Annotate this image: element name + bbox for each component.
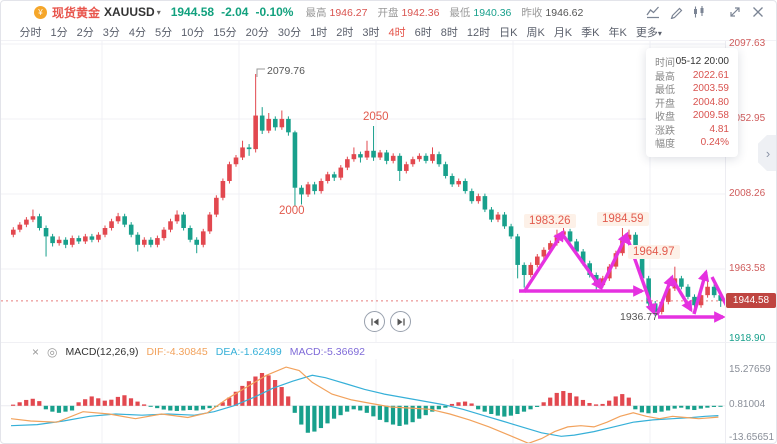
symbol-name: 现货黄金 [52, 5, 101, 20]
macd-histogram [11, 372, 723, 433]
header: ¥ 现货黄金 XAUUSD ▾ 1944.58 -2.04 -0.10% 最高 1… [1, 1, 776, 23]
quote: 1944.58 -2.04 -0.10% [171, 5, 294, 19]
macd-chart[interactable] [1, 359, 725, 444]
symbol-code[interactable]: XAUUSD [104, 5, 155, 19]
macd-indicator-name: MACD(12,26,9) [65, 346, 139, 358]
timeframe-4时[interactable]: 4时 [388, 26, 406, 39]
chevron-right-icon: › [765, 145, 771, 161]
macd-axis-label: 15.27659 [729, 364, 771, 375]
price-axis-label: 2052.95 [729, 113, 766, 124]
high-pointer-mark [256, 68, 265, 77]
stat-最高: 最高 1946.27 [305, 6, 368, 19]
fullscreen-icon[interactable] [728, 5, 742, 19]
chart-annotation-label: 2000 [279, 205, 305, 217]
timeframe-季K[interactable]: 季K [581, 26, 600, 39]
gridlines [1, 41, 725, 342]
stat-昨收: 昨收 1946.62 [521, 6, 584, 19]
chart-annotation-label: 2079.76 [267, 65, 305, 77]
macd-axis-label: -13.65651 [729, 432, 775, 443]
skip-to-end-button[interactable] [390, 311, 411, 332]
timeframe-周K[interactable]: 周K [526, 26, 545, 39]
chart-annotation-label: 2050 [363, 111, 389, 123]
timeframe-30分[interactable]: 30分 [277, 26, 302, 39]
timeframe-4分[interactable]: 4分 [128, 26, 146, 39]
tooltip-row: 幅度 0.24% [655, 137, 729, 151]
timeframe-bar: 分时 1分 2分 3分 4分 5分 10分 15分 20分 30分 1时 2时 3时 4时 6时 8时 12时日… [1, 23, 776, 41]
trend-arrows [519, 229, 725, 323]
ohlc-tooltip: 时间 05-12 20:00 最高 2022.61 最低 2003.59 开盘 2004.80… [646, 48, 738, 157]
macd-dif-value: DIF:-4.30845 [146, 346, 208, 358]
candlestick-chart[interactable] [1, 41, 725, 342]
macd-settings-icon[interactable]: ◎ [47, 345, 58, 359]
tooltip-row: 涨跌 4.81 [655, 123, 729, 137]
timeframe-6时[interactable]: 6时 [414, 26, 432, 39]
tooltip-row: 开盘 2004.80 [655, 96, 729, 110]
macd-dif-line [10, 366, 719, 443]
chart-annotation-label: 1983.26 [524, 214, 576, 228]
price-change-pct: -0.10% [255, 5, 294, 19]
panel-separator [1, 342, 776, 343]
tooltip-row: 最高 2022.61 [655, 69, 729, 83]
close-icon[interactable] [751, 5, 765, 19]
timeframe-10分[interactable]: 10分 [181, 26, 205, 39]
chart-annotation-label: 1964.97 [628, 245, 680, 259]
tooltip-row: 时间 05-12 20:00 [655, 56, 729, 70]
timeframe-15分[interactable]: 15分 [213, 26, 237, 39]
current-price-badge: 1944.58 [726, 293, 776, 308]
timeframe-3分[interactable]: 3分 [102, 26, 120, 39]
price-axis-low-label: 1918.90 [729, 333, 766, 344]
chart-annotation-label: 1984.59 [597, 212, 649, 226]
draw-pencil-icon[interactable] [669, 5, 683, 19]
macd-macd-value: MACD:-5.36692 [289, 346, 366, 358]
sidebar-expand-button[interactable]: › [758, 135, 776, 171]
timeframe-1时[interactable]: 1时 [310, 26, 328, 39]
timeframe-5分[interactable]: 5分 [155, 26, 173, 39]
timeframe-年K[interactable]: 年K [608, 26, 627, 39]
timeframe-20分[interactable]: 20分 [245, 26, 269, 39]
macd-dea-value: DEA:-1.62499 [215, 346, 282, 358]
last-price: 1944.58 [170, 5, 215, 19]
header-toolbar [646, 5, 765, 19]
macd-axis-label: 0.81004 [729, 399, 766, 410]
price-axis-label: 2097.63 [729, 38, 766, 49]
tooltip-row: 收盘 2009.58 [655, 110, 729, 124]
stat-最低: 最低 1940.36 [449, 6, 512, 19]
axis-separator [725, 41, 726, 443]
timeframe-1分[interactable]: 1分 [50, 26, 68, 39]
timeframe-月K[interactable]: 月K [553, 26, 573, 39]
price-axis-label: 1963.58 [729, 263, 766, 274]
timeframe-8时[interactable]: 8时 [440, 26, 458, 39]
timeframe-3时[interactable]: 3时 [362, 26, 380, 39]
price-axis-label: 2008.26 [729, 188, 766, 199]
area-chart-icon[interactable] [646, 5, 660, 19]
chart-annotation-label: 1936.77 [620, 311, 658, 323]
stat-开盘: 开盘 1942.36 [377, 6, 440, 19]
gold-coin-icon: ¥ [34, 5, 47, 19]
skip-to-start-button[interactable] [364, 311, 385, 332]
daily-stats: 最高 1946.27 开盘 1942.36 最低 1940.36 昨收 1946.62 [305, 5, 583, 20]
timeframe-日K[interactable]: 日K [499, 26, 518, 39]
timeframe-分时[interactable]: 分时 [19, 26, 42, 39]
candlestick-icon[interactable] [692, 5, 706, 19]
macd-close-icon[interactable]: × [32, 345, 40, 359]
macd-legend: × ◎ MACD(12,26,9) DIF:-4.30845 DEA:-1.62… [1, 345, 365, 359]
symbol-caret-down-icon[interactable]: ▾ [156, 7, 161, 17]
timeframe-more-button[interactable]: 更多▾ [635, 26, 662, 39]
price-change: -2.04 [221, 5, 249, 19]
timeframe-2时[interactable]: 2时 [336, 26, 354, 39]
timeframe-12时[interactable]: 12时 [466, 26, 491, 39]
tooltip-row: 最低 2003.59 [655, 83, 729, 97]
timeframe-2分[interactable]: 2分 [76, 26, 94, 39]
